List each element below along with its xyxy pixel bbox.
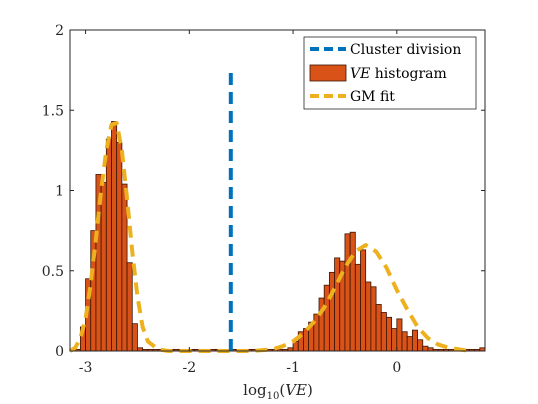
legend-histogram-label: VE histogram [350, 66, 447, 82]
x-axis-label: log10(VE) [243, 381, 313, 402]
histogram-bar [100, 182, 107, 352]
gm-fit-series [68, 121, 470, 353]
y-tick-label: 1 [55, 184, 64, 200]
y-tick-label: 1.5 [42, 103, 64, 119]
histogram-bar [303, 328, 310, 352]
histogram-bar [323, 284, 330, 352]
histogram-bar [360, 249, 367, 352]
histogram-bar [354, 263, 361, 352]
y-axis-ticks: 0 0.5 1 1.5 2 [42, 23, 485, 360]
histogram-bar [349, 231, 356, 352]
histogram-bar [380, 312, 387, 352]
histogram-bar [131, 323, 138, 352]
legend-gm-fit-label: GM fit [350, 89, 395, 105]
legend: Cluster division VE histogram GM fit [303, 36, 477, 110]
histogram-bar [111, 121, 118, 352]
histogram-bar [396, 318, 403, 352]
histogram-bar [126, 262, 133, 352]
x-tick-label: -2 [182, 360, 196, 376]
histogram-bar [365, 281, 372, 352]
legend-histogram-swatch [309, 64, 347, 82]
legend-cluster-division-label: Cluster division [350, 42, 461, 58]
histogram-bar [391, 328, 398, 352]
histogram-bar [370, 286, 377, 352]
histogram-bar [417, 339, 424, 352]
y-tick-label: 0.5 [42, 264, 64, 280]
x-axis-label-subscript: 10 [267, 391, 280, 402]
y-tick-label: 2 [55, 23, 64, 39]
histogram-bar [328, 271, 335, 352]
histogram-bar [422, 345, 429, 352]
histogram-bar [116, 141, 123, 352]
histogram-bar [105, 138, 112, 352]
histogram-bar [375, 304, 382, 352]
x-tick-label: 0 [392, 360, 401, 376]
histogram-bar [411, 329, 418, 352]
gm-fit-line [68, 121, 470, 353]
x-tick-label: -3 [79, 360, 93, 376]
x-tick-label: -1 [286, 360, 300, 376]
histogram-bar [401, 331, 408, 352]
histogram-bar [313, 313, 320, 352]
histogram-bar [344, 233, 351, 352]
x-axis-ticks: -3 -2 -1 0 [79, 30, 401, 376]
histogram-bar [386, 316, 393, 352]
histogram-bar [334, 257, 341, 352]
histogram-bar [406, 336, 413, 352]
y-tick-label: 0 [55, 344, 64, 360]
